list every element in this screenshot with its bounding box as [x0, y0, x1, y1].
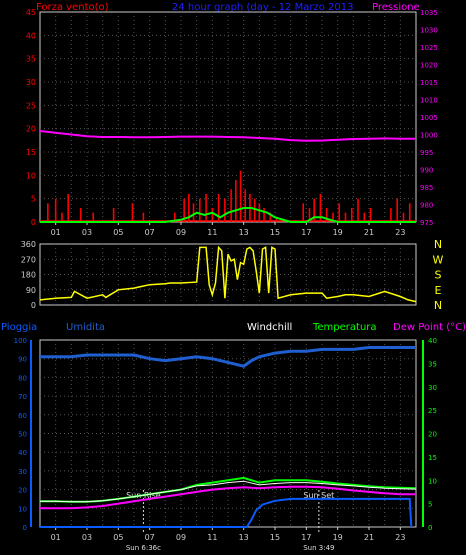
pressure-tick-label: 1025 [420, 44, 438, 52]
bottom-x-tick-label: 19 [333, 533, 343, 542]
humidity-tick-label: 90 [18, 356, 27, 364]
chart-title: 24 hour graph (day - 12 Marzo 2013 [172, 2, 353, 13]
humidity-tick-label: 80 [18, 374, 27, 382]
humidity-legend-label: Umidita [66, 322, 105, 333]
wind-direction-tick-label: 360 [21, 240, 36, 249]
wind-speed-tick-label: 35 [26, 55, 36, 64]
pressure-tick-label: 990 [420, 167, 433, 175]
wind-speed-tick-label: 45 [26, 8, 36, 17]
wind-direction-tick-label: 90 [26, 286, 36, 295]
humidity-tick-label: 70 [18, 393, 27, 401]
pressure-line [39, 130, 416, 142]
bottom-x-tick-label: 15 [270, 533, 280, 542]
wind-direction-line [39, 245, 417, 303]
pressure-tick-label: 1010 [420, 97, 438, 105]
compass-label: W [433, 253, 444, 266]
top-x-tick-label: 21 [364, 228, 374, 237]
pressure-tick-label: 1030 [420, 27, 438, 35]
top-x-tick-label: 07 [145, 228, 155, 237]
temperature-tick-label: 10 [428, 477, 437, 485]
top-x-tick-label: 17 [301, 228, 311, 237]
windchill-line [40, 480, 417, 503]
chart-layers: 4540353025201510501035103010251020101510… [14, 8, 444, 552]
dew-point-legend-label: Dew Point (°C) [393, 322, 466, 333]
top-x-tick-label: 01 [51, 228, 61, 237]
pressure-tick-label: 1015 [420, 79, 438, 87]
pressure-tick-label: 975 [420, 219, 433, 227]
compass-label: E [435, 284, 442, 297]
wind-speed-tick-label: 10 [26, 171, 36, 180]
humidity-tick-label: 40 [18, 449, 27, 457]
humidity-tick-label: 50 [18, 431, 27, 439]
pressure-tick-label: 995 [420, 149, 433, 157]
wind-speed-tick-label: 25 [26, 101, 36, 110]
humidity-tick-label: 60 [18, 412, 27, 420]
wind-speed-tick-label: 5 [31, 195, 36, 204]
rain-axis-label: Pioggia [1, 322, 37, 333]
temperature-tick-label: 25 [428, 407, 437, 415]
temperature-tick-label: 40 [428, 337, 437, 345]
temperature-tick-label: 5 [428, 501, 432, 509]
compass-label: N [434, 238, 442, 251]
bottom-x-tick-label: 17 [301, 533, 311, 542]
pressure-tick-label: 980 [420, 202, 433, 210]
pressure-axis-label: Pressione [372, 2, 420, 13]
bottom-x-tick-label: 09 [176, 533, 186, 542]
compass-label: N [434, 299, 442, 312]
dew-point-line [40, 485, 416, 510]
bottom-x-tick-label: 05 [113, 533, 123, 542]
top-x-tick-label: 15 [270, 228, 280, 237]
temperature-tick-label: 15 [428, 454, 437, 462]
humidity-tick-label: 20 [18, 487, 27, 495]
temperature-legend-label: Temperatura [312, 322, 377, 333]
wind-direction-tick-label: 0 [31, 301, 36, 310]
pressure-tick-label: 1020 [420, 62, 438, 70]
pressure-tick-label: 1000 [420, 132, 438, 140]
humidity-tick-label: 100 [14, 337, 27, 345]
wind-direction-tick-label: 180 [21, 271, 36, 280]
wind-speed-axis-label: Forza vento(o) [36, 2, 109, 13]
bottom-x-tick-label: 13 [239, 533, 249, 542]
top-x-tick-label: 05 [113, 228, 123, 237]
bottom-x-tick-label: 23 [395, 533, 405, 542]
sunset-time-label: Sun 3:49 [303, 544, 334, 552]
humidity-line [40, 346, 416, 368]
temperature-tick-label: 35 [428, 360, 437, 368]
top-x-tick-label: 19 [333, 228, 343, 237]
temperature-tick-label: 30 [428, 384, 437, 392]
sunrise-time-label: Sun 6:36c [126, 544, 161, 552]
wind-speed-tick-label: 30 [26, 78, 36, 87]
top-x-tick-label: 13 [239, 228, 249, 237]
rain-line [40, 497, 413, 528]
top-x-tick-label: 11 [207, 228, 217, 237]
pressure-tick-label: 1005 [420, 114, 438, 122]
wind-speed-tick-label: 0 [31, 218, 36, 227]
wind-average-line [40, 207, 416, 223]
wind-speed-tick-label: 40 [26, 31, 36, 40]
wind-direction-tick-label: 270 [21, 255, 36, 264]
pressure-tick-label: 1035 [420, 9, 438, 17]
humidity-tick-label: 10 [18, 505, 27, 513]
bottom-x-tick-label: 21 [364, 533, 374, 542]
top-x-tick-label: 09 [176, 228, 186, 237]
bottom-x-tick-label: 07 [145, 533, 155, 542]
sunset-label: Sun Set [303, 491, 334, 500]
temperature-tick-label: 20 [428, 431, 437, 439]
compass-label: S [435, 269, 442, 282]
pressure-tick-label: 985 [420, 184, 433, 192]
top-x-tick-label: 23 [395, 228, 405, 237]
humidity-tick-label: 0 [23, 524, 27, 532]
bottom-x-tick-label: 01 [51, 533, 61, 542]
wind-speed-tick-label: 15 [26, 148, 36, 157]
top-x-tick-label: 03 [82, 228, 92, 237]
bottom-x-tick-label: 11 [207, 533, 217, 542]
windchill-legend-label: Windchill [247, 322, 292, 333]
wind-speed-tick-label: 20 [26, 125, 36, 134]
temperature-tick-label: 0 [428, 524, 432, 532]
bottom-x-tick-label: 03 [82, 533, 92, 542]
humidity-tick-label: 30 [18, 468, 27, 476]
